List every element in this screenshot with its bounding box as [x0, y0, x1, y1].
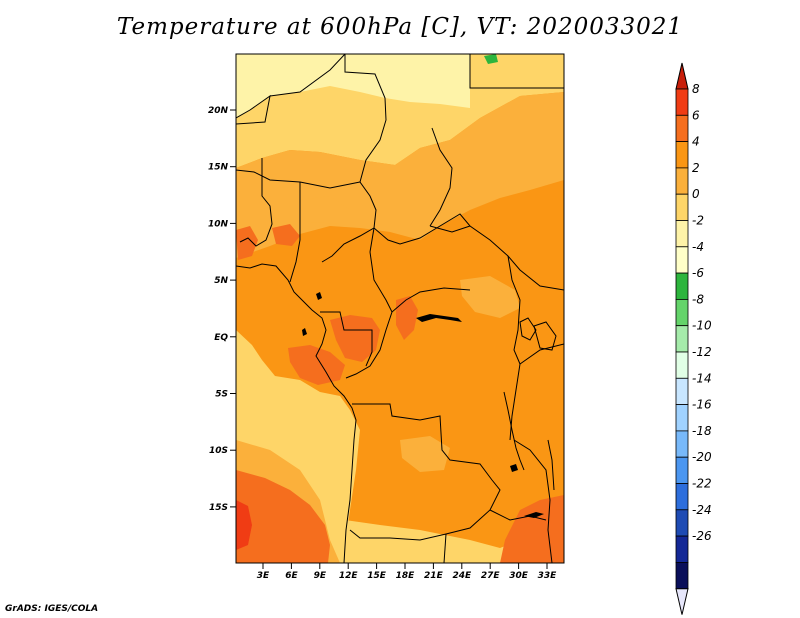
colorbar-label: -16: [692, 398, 712, 412]
colorbar-label: -4: [692, 240, 704, 254]
field-southeast-hot: [500, 495, 564, 563]
chart-title: Temperature at 600hPa [C], VT: 202003302…: [116, 14, 684, 40]
colorbar-segment: [675, 141, 689, 169]
lat-tick-label: 5N: [214, 276, 228, 286]
lon-tick-label: 6E: [285, 571, 298, 581]
lon-tick-label: 30E: [509, 571, 529, 581]
latitude-axis: 20N 15N 10N 5N EQ 5S 10S 15S: [208, 106, 236, 513]
colorbar-label: 6: [692, 108, 700, 122]
lat-tick-label: 20N: [208, 106, 229, 116]
country-borders: [236, 54, 564, 563]
field-southwest-hot: [236, 470, 330, 563]
colorbar-segment: [675, 377, 689, 405]
colorbar-segment: [675, 404, 689, 432]
colorbar-segment: [675, 114, 689, 143]
lat-tick-label: 10N: [208, 219, 229, 229]
field-interior-pale-1: [460, 276, 520, 318]
lon-tick-label: 3E: [257, 571, 270, 581]
field-interior-pale-3: [300, 196, 350, 224]
colorbar-label: -24: [692, 503, 712, 517]
colorbar-label: -18: [692, 424, 712, 438]
map-frame: [235, 53, 565, 564]
colorbar-segment: [675, 430, 689, 458]
colorbar-segment: [675, 483, 689, 511]
colorbar-bottom-triangle: [675, 588, 689, 615]
colorbar-label: -6: [692, 266, 704, 280]
lon-tick-label: 18E: [396, 571, 416, 581]
colorbar-segment: [675, 272, 689, 300]
colorbar-label: -10: [692, 319, 712, 333]
lon-tick-label: 27E: [481, 571, 501, 581]
field-gulf-hot: [288, 345, 345, 385]
field-north-lightest: [236, 54, 470, 118]
lat-tick-label: EQ: [214, 333, 228, 343]
lakes: [302, 292, 544, 518]
colorbar-segment: [675, 246, 689, 274]
colorbar-segment: [675, 298, 689, 327]
field-interior-pale-2: [400, 436, 450, 472]
lon-tick-label: 9E: [314, 571, 327, 581]
colorbar-segment: [675, 167, 689, 195]
colorbar-segment: [675, 509, 689, 537]
lat-tick-label: 10S: [209, 446, 228, 456]
temperature-field: [236, 54, 564, 563]
longitude-axis: 3E 6E 9E 12E 15E 18E 21E 24E 27E 30E 33E: [257, 563, 557, 581]
colorbar-label: 0: [692, 187, 700, 201]
colorbar-label: -26: [692, 529, 712, 543]
colorbar-segment: [675, 193, 689, 221]
colorbar-segment: [675, 325, 689, 353]
colorbar-label: -14: [692, 371, 712, 385]
field-west-hot: [236, 226, 258, 260]
field-green-cell: [484, 54, 498, 64]
credit-label: GrADS: IGES/COLA: [5, 604, 99, 614]
colorbar-segment: [675, 562, 689, 590]
lon-tick-label: 15E: [367, 571, 387, 581]
field-east-hot: [396, 296, 418, 340]
lat-tick-label: 15N: [208, 163, 229, 173]
colorbar-segment: [675, 88, 689, 116]
lat-tick-label: 15S: [209, 503, 228, 513]
colorbar-label: 2: [692, 161, 700, 175]
lon-tick-label: 33E: [538, 571, 558, 581]
lon-tick-label: 21E: [424, 571, 444, 581]
field-north-hot: [272, 224, 300, 246]
colorbar-segment: [675, 220, 689, 248]
colorbar-segment: [675, 456, 689, 484]
colorbar-label: 8: [692, 82, 700, 96]
colorbar-segment: [675, 351, 689, 379]
colorbar-label: 4: [692, 135, 700, 149]
lon-tick-label: 24E: [452, 571, 472, 581]
colorbar-segment: [675, 535, 689, 563]
colorbar-label: -8: [692, 292, 704, 306]
lon-tick-label: 12E: [339, 571, 359, 581]
colorbar-label: -12: [692, 345, 712, 359]
colorbar-label: -20: [692, 450, 712, 464]
colorbar-label: -22: [692, 477, 712, 491]
field-southwest-hottest: [236, 500, 252, 550]
colorbar-top-triangle: [675, 62, 689, 90]
lat-tick-label: 5S: [215, 390, 228, 400]
field-congo-hot: [330, 315, 380, 362]
colorbar: 8 6 4 2 0 -2 -4 -6 -8 -10 -12 -14 -16 -18 -20 -22 -24 -26: [675, 62, 712, 615]
colorbar-label: -2: [692, 214, 704, 228]
